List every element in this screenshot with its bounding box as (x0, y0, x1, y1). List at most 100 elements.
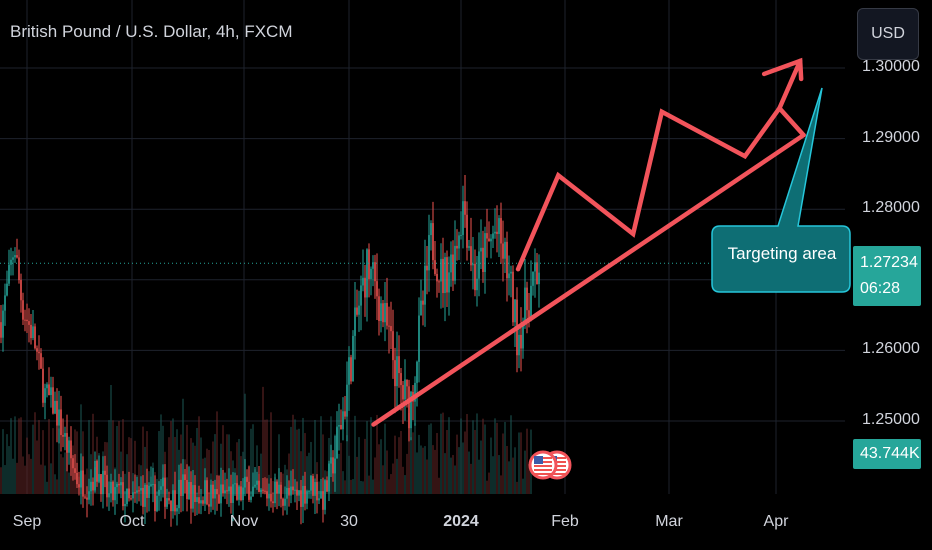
target-arrow-head (761, 57, 804, 82)
candle-body (448, 272, 450, 293)
candle-body (372, 262, 374, 269)
volume-bar (400, 430, 402, 494)
candle-body (152, 484, 154, 486)
candle-body (200, 500, 202, 504)
volume-bar (214, 434, 216, 494)
volume-bar (30, 458, 32, 494)
volume-bar (408, 413, 410, 494)
candle-body (374, 262, 376, 282)
candle-body (474, 263, 476, 291)
volume-bar (484, 424, 486, 494)
candle-body (48, 384, 50, 396)
volume-bar (262, 386, 264, 494)
candle-body (526, 287, 528, 311)
volume-bar (414, 423, 416, 494)
candle-body (388, 325, 390, 327)
volume-bar (370, 417, 372, 494)
candle-body (74, 468, 76, 473)
time-tick-label: Feb (551, 513, 579, 530)
candle-body (386, 303, 388, 326)
volume-bar (478, 459, 480, 494)
candle-body (532, 271, 534, 286)
candle-body (326, 480, 328, 492)
candle-body (346, 384, 348, 417)
drawings-layer (371, 57, 851, 427)
volume-bar (118, 420, 120, 494)
candle-body (464, 201, 466, 215)
volume-bar (502, 433, 504, 494)
volume-bar (64, 452, 66, 494)
candle-body (34, 326, 36, 349)
volume-bar (256, 445, 258, 494)
volume-bar (228, 434, 230, 494)
volume-bar (76, 431, 78, 494)
trend-line (371, 132, 806, 427)
candle-body (310, 475, 312, 491)
volume-bar (122, 419, 124, 494)
volume-bar (354, 415, 356, 494)
candle-body (190, 482, 192, 509)
candle-body (486, 233, 488, 239)
candle-body (294, 489, 296, 491)
us-flag-icon (528, 450, 558, 480)
candle-body (236, 483, 238, 500)
candle-body (164, 477, 166, 507)
candle-body (240, 486, 242, 501)
volume-bar (212, 441, 214, 494)
volume-bar (68, 472, 70, 494)
volume-bar (498, 455, 500, 494)
volume-bar (128, 437, 130, 494)
candle-body (176, 508, 178, 512)
callout-label: Targeting area (727, 244, 837, 263)
candle-body (536, 262, 538, 285)
candle-body (304, 485, 306, 504)
candle-body (382, 303, 384, 323)
volume-bar (412, 432, 414, 494)
candle-body (202, 500, 204, 504)
candle-body (78, 484, 80, 488)
volume-bar (310, 441, 312, 494)
candle-body (328, 463, 330, 492)
candle-body (316, 482, 318, 501)
candle-body (218, 494, 220, 504)
candle-body (186, 480, 188, 500)
candle-body (148, 485, 150, 498)
volume-bar (366, 421, 368, 494)
volume-bar (230, 451, 232, 494)
volume-bar (420, 445, 422, 494)
candle-body (484, 233, 486, 273)
candle-body (106, 474, 108, 498)
volume-bar (172, 418, 174, 494)
volume-bar (108, 420, 110, 494)
candle-body (170, 500, 172, 512)
volume-bar (160, 414, 162, 494)
candle-body (458, 235, 460, 249)
candle-body (408, 386, 410, 429)
candle-body (398, 356, 400, 374)
volume-bar (142, 426, 144, 494)
volume-bar (468, 451, 470, 494)
candle-body (470, 246, 472, 266)
candle-body (502, 243, 504, 259)
volume-bar (418, 434, 420, 494)
candle-body (378, 296, 380, 321)
candle-body (230, 486, 232, 504)
candle-body (444, 257, 446, 294)
candle-body (100, 474, 102, 495)
volume-bar (26, 437, 28, 494)
volume-bar (516, 481, 518, 494)
candle-body (168, 498, 170, 501)
candle-body (222, 484, 224, 494)
candle-body (332, 457, 334, 474)
volume-bar (442, 412, 444, 494)
candle-body (242, 487, 244, 501)
candle-body (462, 201, 464, 235)
volume-bar (378, 444, 380, 494)
volume-bar (490, 437, 492, 494)
volume-bar (126, 454, 128, 494)
candle-body (290, 486, 292, 496)
currency-button[interactable]: USD (857, 8, 919, 60)
candle-body (198, 497, 200, 504)
volume-bar (44, 465, 46, 494)
